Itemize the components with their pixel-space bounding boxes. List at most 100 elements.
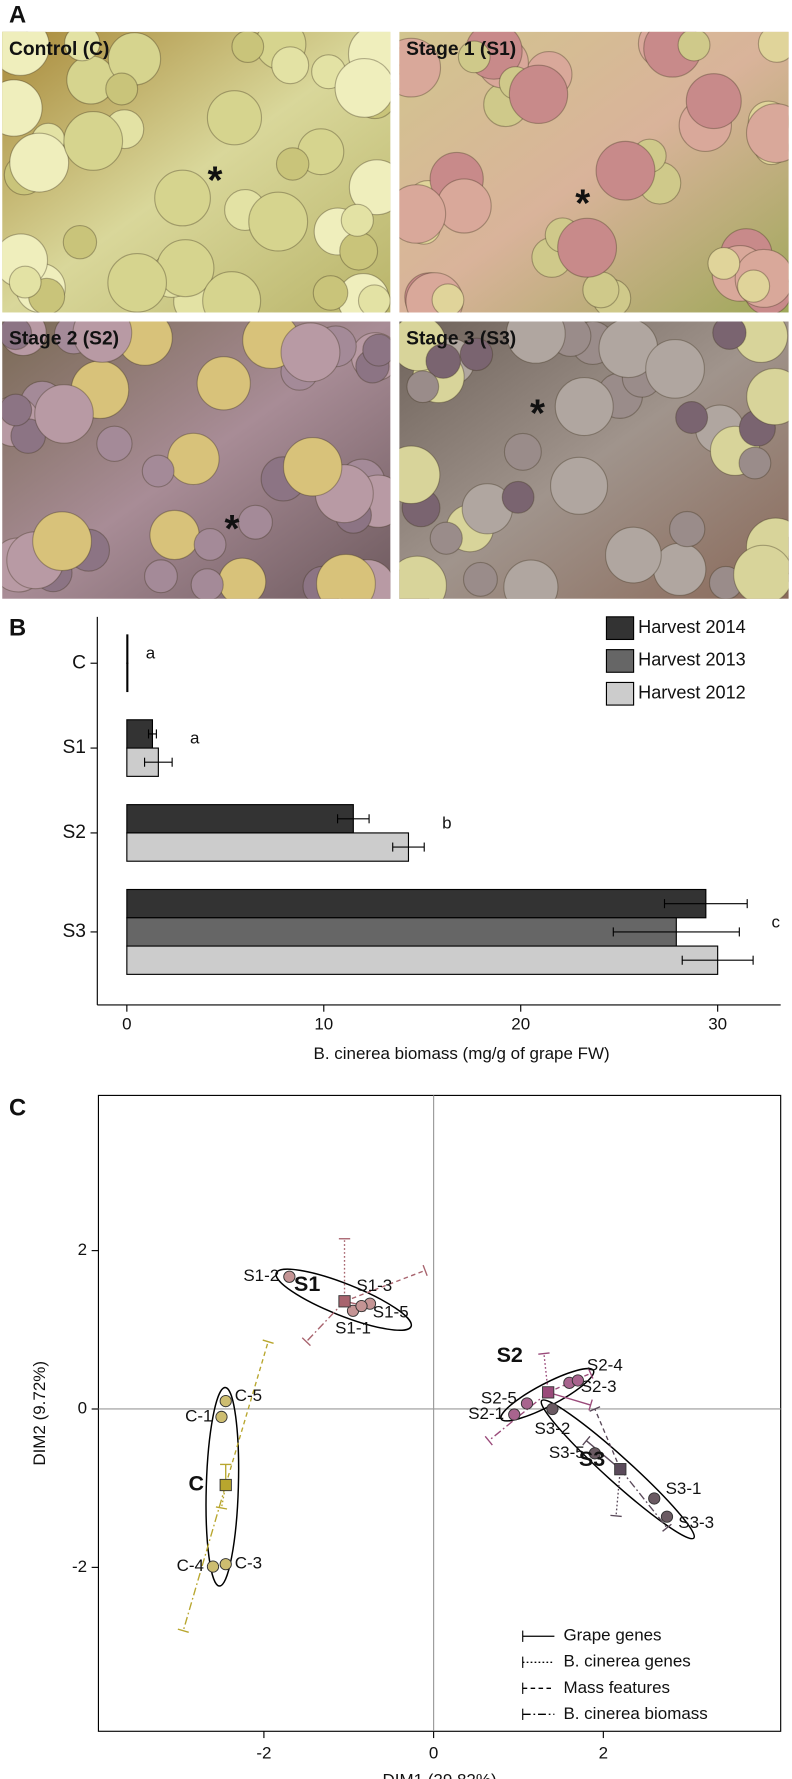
grape bbox=[459, 337, 494, 372]
photo-marker: * bbox=[575, 182, 590, 225]
grape bbox=[685, 73, 742, 130]
grape bbox=[206, 90, 263, 146]
point-label: S1-3 bbox=[356, 1276, 392, 1295]
centroid bbox=[338, 1295, 351, 1308]
grape bbox=[2, 31, 50, 77]
grape bbox=[315, 553, 376, 599]
grape bbox=[2, 393, 33, 427]
grape bbox=[462, 561, 498, 597]
grape bbox=[167, 432, 220, 486]
grape bbox=[645, 338, 705, 399]
grape bbox=[63, 111, 124, 171]
y-axis-label: DIM2 (9.72%) bbox=[30, 1361, 49, 1466]
annotation: b bbox=[442, 813, 451, 832]
grape bbox=[2, 321, 33, 351]
grape bbox=[143, 559, 178, 594]
legend-label: Grape genes bbox=[563, 1626, 661, 1645]
grape bbox=[675, 400, 709, 434]
photo-grapes bbox=[399, 31, 789, 313]
photo-marker: * bbox=[530, 393, 545, 436]
photo-grapes bbox=[2, 31, 391, 313]
point-label: S3-2 bbox=[534, 1419, 570, 1438]
panel-label: C bbox=[9, 1094, 26, 1121]
grape bbox=[339, 231, 379, 271]
grape bbox=[503, 432, 542, 471]
point-label: S1-1 bbox=[335, 1318, 371, 1337]
point bbox=[206, 1560, 220, 1573]
grape bbox=[557, 217, 618, 278]
y-tick-label: C bbox=[72, 652, 86, 673]
arm-cap bbox=[484, 1435, 493, 1446]
photo-label: Stage 2 (S2) bbox=[9, 329, 119, 350]
grape bbox=[712, 321, 747, 350]
grape bbox=[501, 480, 535, 514]
grape bbox=[554, 376, 614, 437]
grape bbox=[154, 169, 211, 227]
grape bbox=[96, 425, 133, 462]
point bbox=[215, 1410, 228, 1424]
grape bbox=[362, 333, 391, 367]
photo-label: Control (C) bbox=[9, 39, 109, 60]
grape bbox=[107, 252, 168, 313]
grape bbox=[348, 159, 391, 216]
x-axis-label: DIM1 (29.82%) bbox=[383, 1771, 497, 1779]
bar bbox=[126, 832, 410, 862]
grape bbox=[425, 343, 462, 379]
grape bbox=[457, 40, 491, 74]
grape bbox=[8, 265, 42, 299]
arm-cap bbox=[422, 1264, 428, 1276]
grape bbox=[436, 178, 492, 234]
grape bbox=[707, 247, 741, 280]
point bbox=[571, 1374, 584, 1387]
point bbox=[355, 1299, 368, 1313]
grape bbox=[399, 184, 447, 244]
grape bbox=[62, 224, 98, 260]
x-tick-label: -2 bbox=[256, 1743, 271, 1762]
grape bbox=[105, 72, 139, 106]
grape bbox=[9, 132, 70, 193]
grape bbox=[334, 58, 391, 118]
y-tick-label: 2 bbox=[78, 1240, 87, 1259]
group-label: C bbox=[189, 1472, 205, 1496]
bar bbox=[126, 945, 719, 975]
bar bbox=[126, 917, 677, 947]
grape bbox=[63, 31, 101, 62]
arm-cap bbox=[610, 1514, 622, 1518]
grape bbox=[503, 559, 559, 599]
grape bbox=[218, 557, 267, 599]
legend-label: B. cinerea genes bbox=[563, 1652, 690, 1671]
arm-cap bbox=[588, 1399, 593, 1411]
point-label: S3-3 bbox=[678, 1513, 714, 1532]
legend-label: B. cinerea biomass bbox=[563, 1704, 707, 1723]
point-label: S2-3 bbox=[581, 1377, 617, 1396]
point bbox=[588, 1447, 601, 1460]
point-label: C-3 bbox=[235, 1554, 262, 1573]
panel-label: A bbox=[9, 1, 26, 28]
grape bbox=[280, 322, 341, 383]
group-label: S3 bbox=[579, 1447, 605, 1471]
partial-arm bbox=[594, 1408, 621, 1470]
grape bbox=[248, 191, 309, 252]
point-label: C-5 bbox=[235, 1386, 262, 1405]
grape bbox=[32, 511, 93, 572]
point bbox=[660, 1510, 674, 1523]
group-ellipse bbox=[275, 1268, 413, 1331]
y-tick-label: S3 bbox=[62, 921, 86, 942]
plot-frame bbox=[97, 1094, 782, 1732]
x-tick-label: 0 bbox=[429, 1743, 438, 1762]
grape bbox=[745, 103, 789, 164]
annotation: c bbox=[772, 912, 781, 931]
grape bbox=[193, 528, 227, 561]
y-tick-label: S2 bbox=[62, 822, 86, 843]
arm-cap bbox=[582, 1435, 591, 1446]
y-tick-label: 0 bbox=[78, 1398, 87, 1417]
x-axis-label: B. cinerea biomass (mg/g of grape FW) bbox=[314, 1044, 610, 1063]
arm-cap bbox=[538, 1352, 550, 1355]
grape bbox=[399, 445, 441, 505]
grape bbox=[733, 544, 789, 599]
grape bbox=[141, 454, 175, 488]
grape bbox=[202, 271, 262, 313]
point-label: C-1 bbox=[185, 1406, 212, 1425]
partial-arm bbox=[619, 1468, 668, 1529]
